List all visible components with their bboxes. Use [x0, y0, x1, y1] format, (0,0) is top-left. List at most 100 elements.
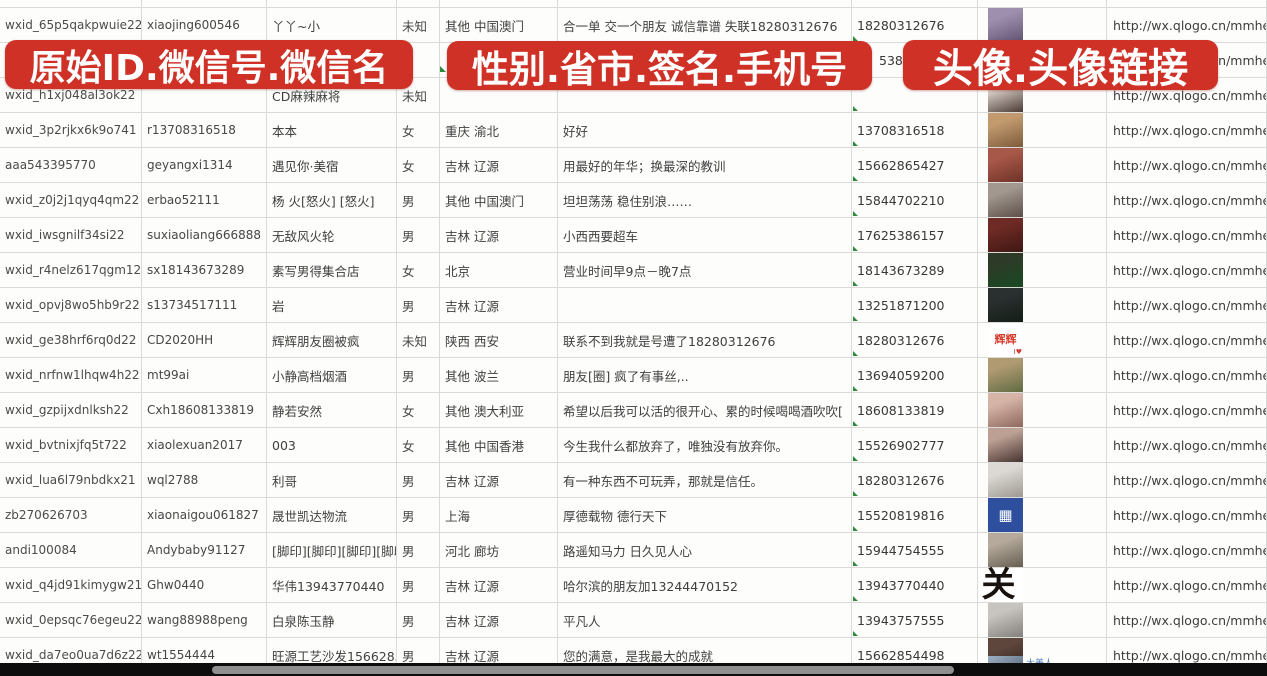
cell-avatar[interactable] [978, 288, 1107, 323]
cell-wechat_id[interactable]: s13734517111 [142, 288, 267, 323]
cell-avatar[interactable] [978, 428, 1107, 463]
cell-phone[interactable]: 17625386157 [852, 218, 978, 253]
cell-region[interactable]: 其他 波兰 [440, 358, 558, 393]
cell-url[interactable]: http://wx.qlogo.cn/mmhead [1107, 148, 1267, 183]
cell-phone[interactable]: 13708316518 [852, 113, 978, 148]
cell-url[interactable]: http://wx.qlogo.cn/mmhead [1107, 358, 1267, 393]
cell-wechat_id[interactable]: r13708316518 [142, 113, 267, 148]
cell-avatar[interactable]: 辉辉 I♥ [978, 323, 1107, 358]
cell-name[interactable] [267, 0, 397, 8]
cell-id[interactable]: wxid_bvtnixjfq5t722 [0, 428, 142, 463]
cell-avatar[interactable] [978, 603, 1107, 638]
cell-id[interactable]: wxid_z0j2j1qyq4qm22 [0, 183, 142, 218]
cell-gender[interactable]: 女 [397, 253, 440, 288]
cell-id[interactable]: aaa543395770 [0, 148, 142, 183]
cell-region[interactable]: 吉林 辽源 [440, 148, 558, 183]
cell-avatar[interactable]: 关 [978, 568, 1107, 603]
cell-name[interactable]: 杨 火[怒火] [怒火] [267, 183, 397, 218]
cell-url[interactable]: http://wx.qlogo.cn/mmhead [1107, 568, 1267, 603]
cell-phone[interactable]: 15526902777 [852, 428, 978, 463]
cell-avatar[interactable] [978, 253, 1107, 288]
cell-phone[interactable]: 15844702210 [852, 183, 978, 218]
cell-phone[interactable]: 15520819816 [852, 498, 978, 533]
cell-gender[interactable]: 女 [397, 148, 440, 183]
cell-region[interactable]: 其他 中国澳门 [440, 183, 558, 218]
cell-name[interactable]: [脚印][脚印][脚印][脚印] [267, 533, 397, 568]
cell-wechat_id[interactable]: suxiaoliang666888 [142, 218, 267, 253]
cell-region[interactable]: 吉林 辽源 [440, 288, 558, 323]
cell-id[interactable]: zb270626703 [0, 498, 142, 533]
cell-phone[interactable] [852, 0, 978, 8]
cell-gender[interactable]: 男 [397, 288, 440, 323]
cell-gender[interactable]: 男 [397, 568, 440, 603]
cell-wechat_id[interactable]: CD2020HH [142, 323, 267, 358]
cell-signature[interactable]: 有一种东西不可玩弄，那就是信任。 [558, 463, 852, 498]
cell-id[interactable]: wxid_ge38hrf6rq0d22 [0, 323, 142, 358]
cell-avatar[interactable] [978, 393, 1107, 428]
cell-id[interactable]: wxid_opvj8wo5hb9r22 [0, 288, 142, 323]
cell-region[interactable] [440, 0, 558, 8]
cell-signature[interactable]: 小西西要超车 [558, 218, 852, 253]
cell-name[interactable]: 遇见你·美宿 [267, 148, 397, 183]
cell-url[interactable]: http://wx.qlogo.cn/mmhead [1107, 183, 1267, 218]
cell-gender[interactable]: 男 [397, 183, 440, 218]
cell-gender[interactable]: 女 [397, 428, 440, 463]
cell-signature[interactable] [558, 288, 852, 323]
cell-gender[interactable]: 男 [397, 603, 440, 638]
cell-phone[interactable]: 15662865427 [852, 148, 978, 183]
cell-url[interactable]: http://wx.qlogo.cn/mmhead [1107, 428, 1267, 463]
cell-name[interactable]: 素写男得集合店 [267, 253, 397, 288]
cell-avatar[interactable] [978, 113, 1107, 148]
cell-id[interactable]: wxid_nrfnw1lhqw4h22 [0, 358, 142, 393]
cell-signature[interactable]: 用最好的年华；换最深的教训 [558, 148, 852, 183]
cell-avatar[interactable] [978, 463, 1107, 498]
cell-phone[interactable]: 18280312676 [852, 323, 978, 358]
cell-wechat_id[interactable]: xiaojing600546 [142, 8, 267, 43]
cell-avatar[interactable] [978, 533, 1107, 568]
cell-url[interactable]: http://wx.qlogo.cn/mmhead [1107, 463, 1267, 498]
cell-avatar[interactable]: ▦ [978, 498, 1107, 533]
cell-id[interactable]: wxid_gzpijxdnlksh22 [0, 393, 142, 428]
cell-region[interactable]: 上海 [440, 498, 558, 533]
cell-id[interactable]: wxid_iwsgnilf34si22 [0, 218, 142, 253]
cell-id[interactable]: wxid_lua6l79nbdkx21 [0, 463, 142, 498]
cell-wechat_id[interactable]: xiaonaigou061827 [142, 498, 267, 533]
cell-id[interactable]: wxid_0epsqc76egeu22 [0, 603, 142, 638]
cell-id[interactable]: andi100084 [0, 533, 142, 568]
cell-avatar[interactable] [978, 183, 1107, 218]
cell-region[interactable]: 重庆 渝北 [440, 113, 558, 148]
cell-wechat_id[interactable]: Andybaby91127 [142, 533, 267, 568]
cell-signature[interactable]: 哈尔滨的朋友加13244470152 [558, 568, 852, 603]
cell-gender[interactable]: 男 [397, 218, 440, 253]
cell-url[interactable]: http://wx.qlogo.cn/mmhead [1107, 393, 1267, 428]
cell-id[interactable]: wxid_r4nelz617qgm12 [0, 253, 142, 288]
cell-wechat_id[interactable]: erbao52111 [142, 183, 267, 218]
cell-region[interactable]: 吉林 辽源 [440, 568, 558, 603]
cell-gender[interactable]: 男 [397, 463, 440, 498]
cell-region[interactable]: 河北 廊坊 [440, 533, 558, 568]
cell-name[interactable]: 岩 [267, 288, 397, 323]
cell-gender[interactable]: 男 [397, 498, 440, 533]
horizontal-scrollbar[interactable] [212, 666, 954, 674]
cell-name[interactable]: 利哥 [267, 463, 397, 498]
cell-name[interactable]: 本本 [267, 113, 397, 148]
cell-region[interactable]: 其他 中国澳门 [440, 8, 558, 43]
cell-phone[interactable]: 18143673289 [852, 253, 978, 288]
cell-name[interactable]: 白泉陈玉静 [267, 603, 397, 638]
cell-url[interactable]: http://wx.qlogo.cn/mmhead [1107, 323, 1267, 358]
cell-phone[interactable]: 15944754555 [852, 533, 978, 568]
cell-gender[interactable]: 未知 [397, 323, 440, 358]
cell-phone[interactable]: 13943757555 [852, 603, 978, 638]
cell-wechat_id[interactable]: Ghw0440 [142, 568, 267, 603]
cell-url[interactable] [1107, 0, 1267, 8]
cell-signature[interactable]: 希望以后我可以活的很开心、累的时候喝喝酒吹吹[ [558, 393, 852, 428]
cell-url[interactable]: http://wx.qlogo.cn/mmhead [1107, 218, 1267, 253]
cell-avatar[interactable] [978, 218, 1107, 253]
cell-wechat_id[interactable]: sx18143673289 [142, 253, 267, 288]
cell-name[interactable]: 晟世凯达物流 [267, 498, 397, 533]
cell-avatar[interactable] [978, 148, 1107, 183]
cell-avatar[interactable] [978, 0, 1107, 8]
cell-name[interactable]: 华伟13943770440 [267, 568, 397, 603]
cell-signature[interactable]: 联系不到我就是号遭了18280312676 [558, 323, 852, 358]
cell-name[interactable]: 辉辉朋友圈被疯 [267, 323, 397, 358]
